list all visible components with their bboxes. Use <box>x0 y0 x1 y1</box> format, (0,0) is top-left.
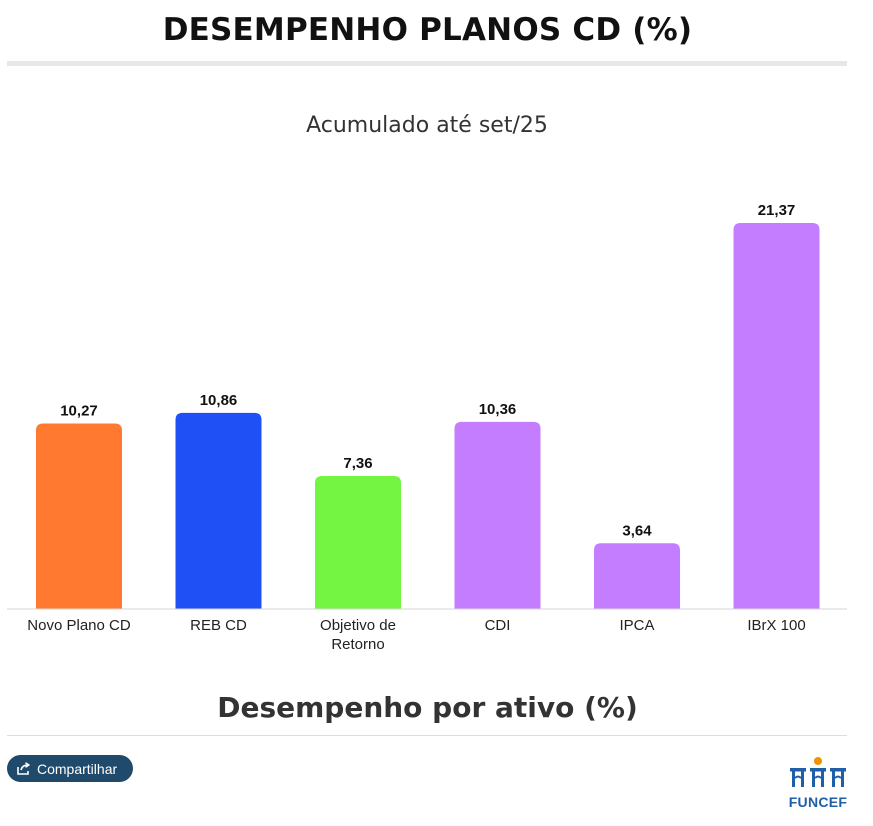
title-divider <box>7 61 847 66</box>
performance-chart: Acumulado até set/25 10,27 Novo Plano CD 1… <box>7 90 853 670</box>
data-label-1: 10,27 <box>60 402 98 419</box>
bars-layer: 10,27 Novo Plano CD 10,86 REB CD 7,36 Objetiv… <box>27 202 820 653</box>
bar-6[interactable] <box>733 223 820 609</box>
x-tick-label-line: CDI <box>485 617 511 634</box>
chart-title: Acumulado até set/25 <box>306 113 548 138</box>
bar-5[interactable] <box>594 543 680 609</box>
data-label-4: 10,36 <box>479 401 517 418</box>
funcef-logo-mark <box>790 757 846 787</box>
bar-3[interactable] <box>315 476 401 609</box>
bar-2[interactable] <box>175 412 262 609</box>
x-tick-label-1: Novo Plano CD <box>27 617 131 634</box>
funcef-logo-text: FUNCEF <box>788 794 848 810</box>
x-tick-label-2: REB CD <box>190 617 247 634</box>
x-tick-label-line: Novo Plano CD <box>27 617 131 634</box>
x-tick-label-line: REB CD <box>190 617 247 634</box>
x-tick-label-4: CDI <box>485 617 511 634</box>
section-title: Desempenho por ativo (%) <box>217 691 638 724</box>
funcef-logo: FUNCEF <box>786 756 850 816</box>
x-tick-label-line: IPCA <box>619 617 654 634</box>
x-tick-label-line: Objetivo de <box>320 617 396 634</box>
share-button[interactable]: Compartilhar <box>7 755 134 782</box>
x-tick-label-6: IBrX 100 <box>747 617 805 634</box>
data-label-2: 10,86 <box>200 392 238 409</box>
bar-1[interactable] <box>36 423 122 609</box>
x-tick-label-3: Objetivo de Retorno <box>320 617 396 653</box>
bar-4[interactable] <box>454 421 541 609</box>
x-tick-label-line: Retorno <box>331 636 384 653</box>
share-icon <box>17 762 31 775</box>
data-label-5: 3,64 <box>622 522 652 539</box>
section-divider <box>7 735 847 736</box>
data-label-3: 7,36 <box>343 455 372 472</box>
share-label: Compartilhar <box>37 760 118 777</box>
x-tick-label-5: IPCA <box>619 617 654 634</box>
x-tick-label-line: IBrX 100 <box>747 617 805 634</box>
data-label-6: 21,37 <box>758 202 796 219</box>
page-title: DESEMPENHO PLANOS CD (%) <box>162 12 693 48</box>
